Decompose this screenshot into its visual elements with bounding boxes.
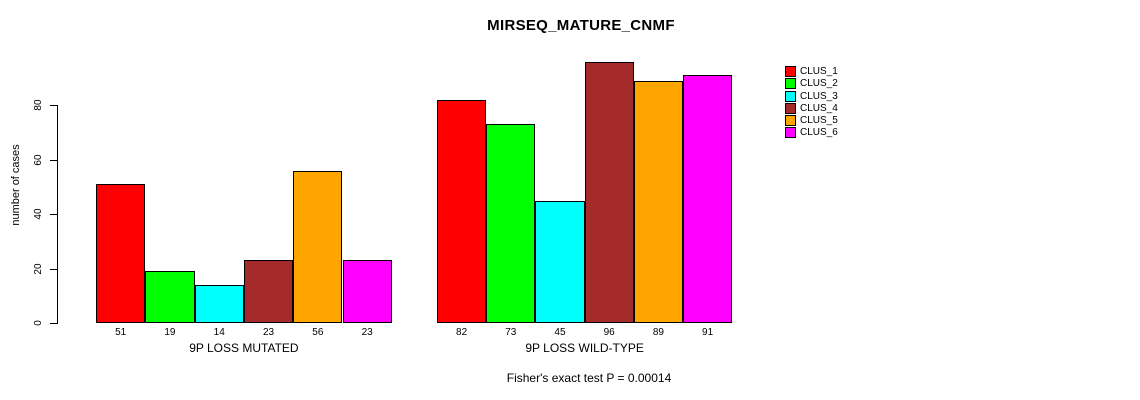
bar-clus_2 (145, 271, 195, 323)
legend-label: CLUS_3 (800, 90, 838, 102)
chart-title: MIRSEQ_MATURE_CNMF (487, 17, 675, 34)
y-tick-label: 40 (33, 208, 44, 220)
legend-label: CLUS_1 (800, 66, 838, 77)
bar-clus_1 (437, 99, 487, 323)
y-tick-label: 80 (33, 99, 44, 111)
legend-item: CLUS_2 (785, 78, 838, 90)
bar-value-label: 19 (164, 327, 176, 338)
legend: CLUS_1 CLUS_2 CLUS_3 CLUS_4 CLUS_5 CLUS_6 (785, 66, 838, 139)
bar-value-label: 51 (115, 327, 127, 338)
bar-clus_4 (243, 260, 294, 323)
y-axis-tick (50, 105, 57, 106)
legend-label: CLUS_5 (800, 115, 838, 127)
legend-item: CLUS_5 (785, 115, 838, 127)
x-axis-group-label: 9P LOSS MUTATED (189, 341, 299, 355)
legend-item: CLUS_4 (785, 102, 838, 114)
y-tick-label: 60 (33, 154, 44, 166)
legend-swatch (785, 127, 796, 139)
bar-value-label: 82 (456, 327, 468, 338)
legend-item: CLUS_1 (785, 66, 838, 77)
bar-clus_2 (486, 124, 536, 323)
bar-value-label: 96 (603, 327, 615, 338)
bar-value-label: 45 (554, 327, 566, 338)
bar-clus_1 (96, 184, 146, 323)
bar-value-label: 73 (505, 327, 517, 338)
bar-clus_3 (535, 200, 585, 323)
bar-clus_3 (194, 284, 244, 323)
legend-item: CLUS_6 (785, 127, 838, 139)
legend-swatch (785, 102, 796, 114)
legend-swatch (785, 90, 796, 102)
x-axis-group-label: 9P LOSS WILD-TYPE (525, 341, 644, 355)
annotation-text: Fisher's exact test P = 0.00014 (506, 371, 672, 385)
bar-value-label: 91 (702, 327, 714, 338)
y-tick-label: 20 (33, 263, 44, 275)
legend-label: CLUS_2 (800, 78, 838, 90)
bar-clus_6 (342, 260, 392, 323)
y-axis-line (57, 105, 58, 324)
legend-swatch (785, 115, 796, 127)
y-axis-tick (50, 269, 57, 270)
y-tick-label: 0 (33, 320, 44, 326)
bar-value-label: 14 (213, 327, 225, 338)
bar-value-label: 23 (262, 327, 275, 338)
legend-swatch (785, 78, 796, 90)
bar-value-label: 56 (312, 327, 324, 338)
bar-clus_5 (633, 80, 683, 323)
legend-item: CLUS_3 (785, 90, 838, 102)
y-axis-tick (50, 160, 57, 161)
bar-clus_5 (293, 170, 343, 323)
legend-label: CLUS_6 (800, 127, 838, 139)
legend-label: CLUS_4 (800, 102, 838, 114)
bar-value-label: 23 (361, 327, 373, 338)
bar-clus_4 (584, 61, 634, 323)
y-axis-label: number of cases (10, 144, 22, 226)
bar-value-label: 89 (652, 327, 664, 338)
bar-clus_6 (683, 75, 733, 323)
y-axis-tick (50, 323, 57, 324)
y-axis-tick (50, 214, 57, 215)
legend-swatch (785, 66, 796, 77)
